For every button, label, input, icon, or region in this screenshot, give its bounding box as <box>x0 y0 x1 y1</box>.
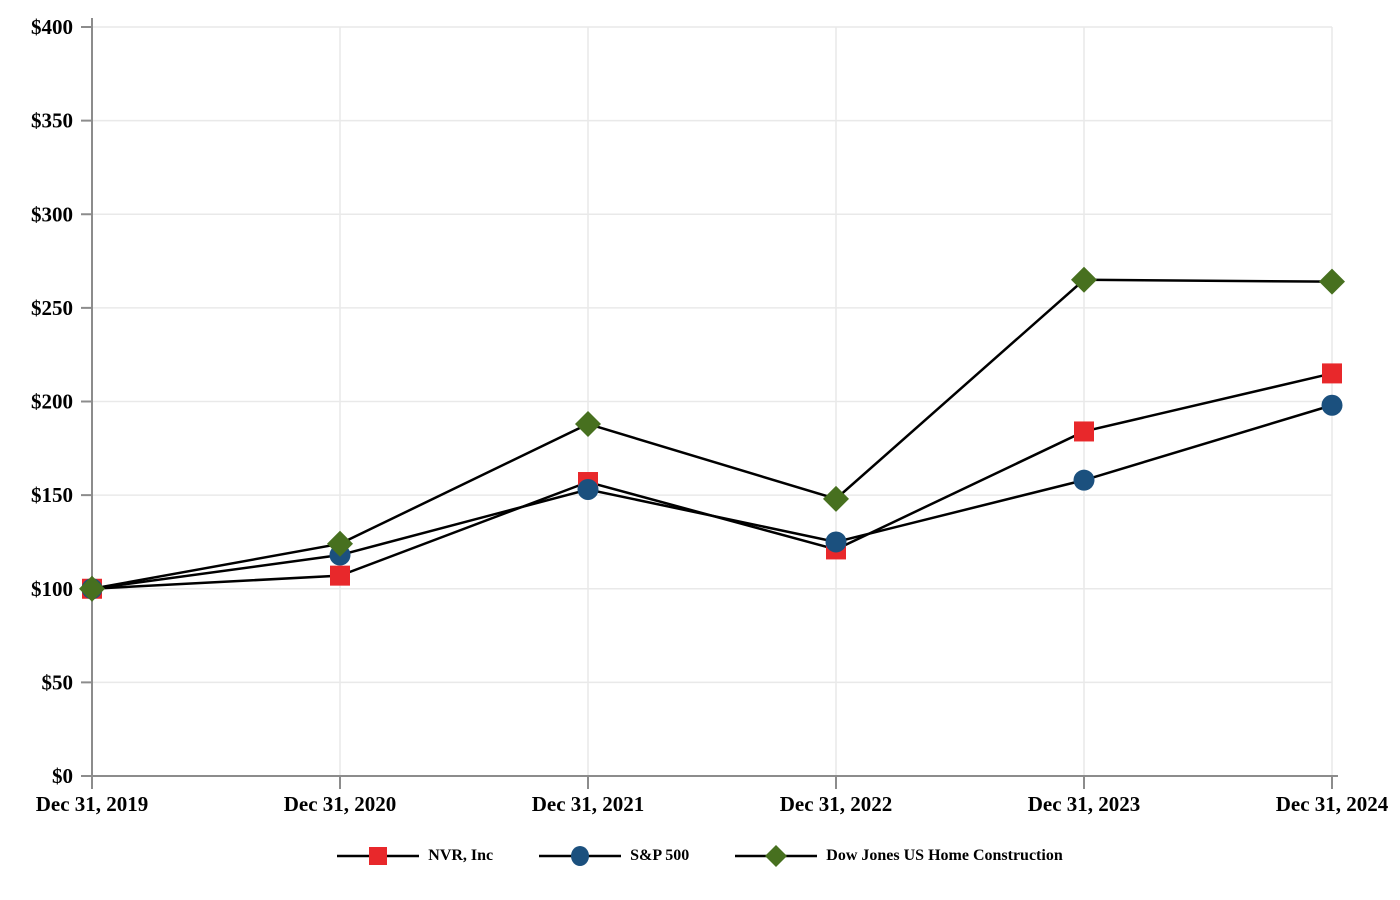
series-nvr-inc-marker-square <box>1322 363 1342 384</box>
legend-label: Dow Jones US Home Construction <box>826 847 1063 864</box>
series-s-p-500-marker-circle <box>1073 469 1095 491</box>
legend-item-dow-jones-us-home-construction: Dow Jones US Home Construction <box>735 843 1063 869</box>
legend-label: S&P 500 <box>630 847 690 864</box>
y-tick-label: $150 <box>31 483 73 507</box>
series-nvr-inc-marker-square <box>330 565 350 586</box>
y-tick-label: $0 <box>52 764 73 788</box>
y-tick-label: $250 <box>31 296 73 320</box>
series-dow-jones-us-home-construction-marker-diamond <box>575 410 601 437</box>
series-line-nvr-inc <box>91 372 1333 590</box>
x-tick-label: Dec 31, 2022 <box>780 792 893 816</box>
series-dow-jones-us-home-construction-marker-diamond <box>79 575 105 602</box>
series-dow-jones-us-home-construction-marker-diamond <box>1319 268 1345 295</box>
series-nvr-inc-marker-square <box>1074 421 1094 442</box>
y-tick-label: $50 <box>42 670 74 694</box>
series-line-s-p-500 <box>91 404 1333 590</box>
series-dow-jones-us-home-construction-marker-diamond <box>327 530 353 557</box>
legend-diamond-icon <box>735 845 818 867</box>
x-tick-label: Dec 31, 2019 <box>36 792 149 816</box>
y-tick-label: $400 <box>31 15 73 39</box>
legend-item-s-p-500: S&P 500 <box>539 843 689 869</box>
x-tick-label: Dec 31, 2020 <box>284 792 397 816</box>
x-tick-label: Dec 31, 2021 <box>532 792 645 816</box>
series-s-p-500-marker-circle <box>577 479 599 501</box>
chart-legend: NVR, Inc S&P 500 Dow Jones US Home Constru… <box>0 843 1400 869</box>
series-s-p-500-marker-circle <box>1321 394 1343 416</box>
y-tick-label: $200 <box>31 390 73 414</box>
x-tick-label: Dec 31, 2023 <box>1028 792 1141 816</box>
y-tick-label: $100 <box>31 577 73 601</box>
legend-label: NVR, Inc <box>428 847 494 864</box>
legend-item-nvr-inc: NVR, Inc <box>337 843 493 869</box>
series-dow-jones-us-home-construction-marker-diamond <box>823 485 849 512</box>
series-s-p-500-marker-circle <box>825 531 847 553</box>
series-dow-jones-us-home-construction-marker-diamond <box>1071 266 1097 293</box>
legend-square-icon <box>337 847 420 865</box>
y-tick-label: $350 <box>31 109 73 133</box>
y-tick-label: $300 <box>31 202 73 226</box>
x-tick-label: Dec 31, 2024 <box>1276 792 1389 816</box>
series-line-dow-jones-us-home-construction <box>91 278 1333 590</box>
legend-circle-icon <box>539 846 622 866</box>
